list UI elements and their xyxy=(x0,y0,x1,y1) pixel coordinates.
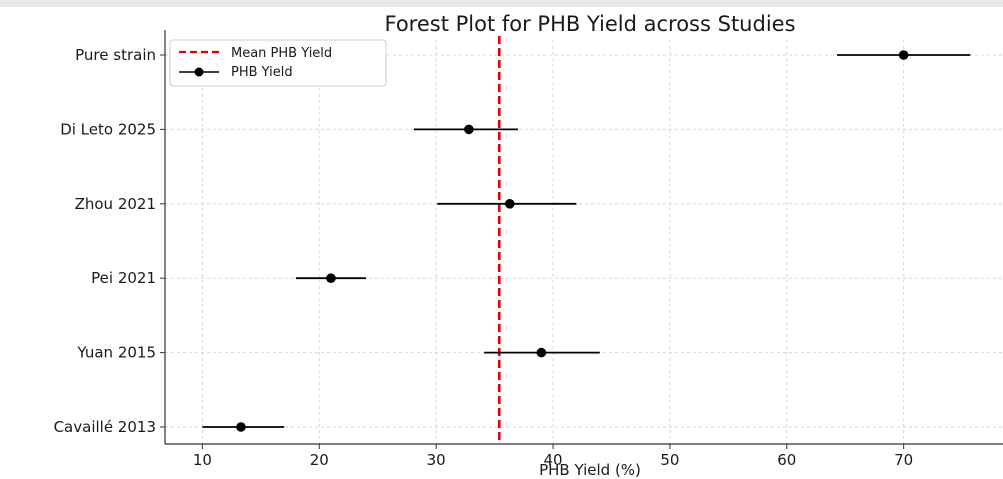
x-tick-label: 50 xyxy=(660,451,679,469)
point-estimate xyxy=(464,124,474,135)
point-estimate xyxy=(536,347,547,358)
study-label: Yuan 2015 xyxy=(76,344,156,362)
x-tick-label: 60 xyxy=(777,451,796,469)
study-label: Cavaillé 2013 xyxy=(54,418,156,436)
legend-mean-label: Mean PHB Yield xyxy=(231,46,332,61)
chart-title: Forest Plot for PHB Yield across Studies xyxy=(384,12,795,36)
x-tick-label: 10 xyxy=(193,451,212,469)
data-layer xyxy=(202,50,971,432)
legend-yield-label: PHB Yield xyxy=(231,65,293,80)
x-tick-label: 30 xyxy=(427,451,446,469)
study-label: Zhou 2021 xyxy=(75,195,156,213)
study-label: Di Leto 2025 xyxy=(60,120,156,138)
top-strip xyxy=(0,0,1003,7)
axes-layer: 10 20 30 40 50 60 70 Pure strain Di Leto 2025 Zho… xyxy=(54,30,1003,469)
legend-box xyxy=(169,39,387,87)
legend-yield-marker xyxy=(194,67,204,77)
x-tick-label: 70 xyxy=(894,451,913,469)
point-estimate xyxy=(326,273,336,284)
grid-layer xyxy=(165,40,1003,444)
x-tick-label: 20 xyxy=(310,451,329,469)
point-estimate xyxy=(504,199,515,209)
x-axis-label: PHB Yield (%) xyxy=(539,461,641,479)
point-estimate xyxy=(898,50,909,60)
study-label: Pei 2021 xyxy=(91,269,156,287)
legend: Mean PHB Yield PHB Yield xyxy=(169,39,387,87)
point-estimate xyxy=(236,422,246,432)
x-tick-label: 40 xyxy=(543,451,562,469)
study-label: Pure strain xyxy=(75,46,156,64)
